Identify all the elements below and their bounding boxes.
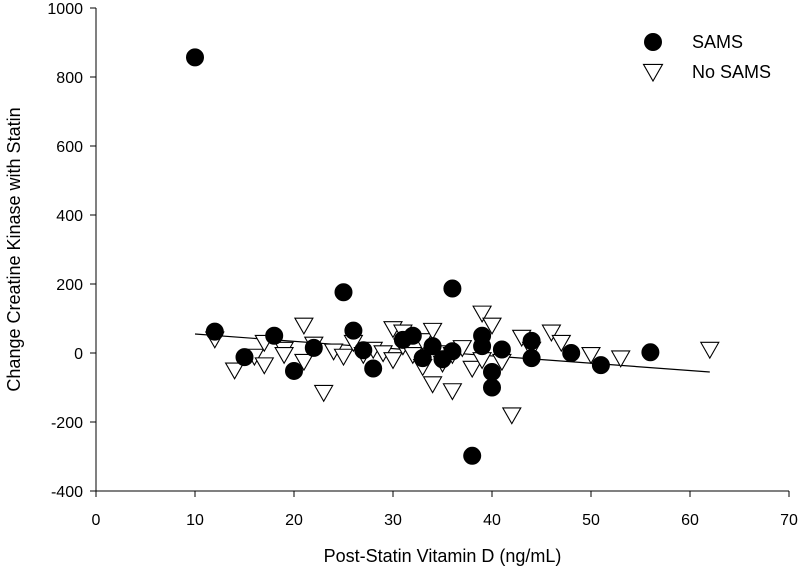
sams-point [413,349,432,368]
sams-point [186,48,204,67]
no-sams-point [224,362,245,380]
no-sams-point [482,317,502,336]
y-tick-label: -200 [51,415,83,432]
no-sams-point [699,341,720,360]
no-sams-point [383,352,403,370]
no-sams-point [610,350,631,368]
legend-marker-sams [644,33,662,51]
sams-point [443,279,462,298]
no-sams-point [274,346,295,365]
no-sams-point [333,348,354,367]
no-sams-point [442,383,463,401]
y-tick-label: 400 [56,208,83,225]
x-tick-label: 50 [582,512,600,529]
sams-point [492,340,511,359]
y-tick-label: 0 [74,346,83,363]
no-sams-point [293,353,314,372]
no-sams-point [541,324,562,342]
sams-point [334,283,353,302]
sams-point [522,331,541,350]
sams-point [354,341,373,360]
y-tick-label: 1000 [47,1,83,18]
x-tick-label: 30 [384,512,402,529]
sams-point [403,326,422,345]
y-axis-title: Change Creatine Kinase with Statin [4,107,24,391]
sams-point [463,446,482,465]
legend-marker-no-sams [642,63,664,83]
sams-point [522,349,541,368]
y-tick-label: 200 [56,277,83,294]
sams-point [483,378,501,397]
sams-point [344,321,363,340]
no-sams-point [254,357,275,375]
y-tick-label: 600 [56,139,83,156]
sams-point [364,359,383,378]
sams-point [304,338,323,357]
sams-point [265,326,284,345]
y-tick-label: -400 [51,484,83,501]
x-tick-label: 10 [186,512,204,529]
legend: SAMS No SAMS [642,32,771,83]
sams-point [591,356,610,375]
sams-point [483,362,501,381]
x-axis-title: Post-Statin Vitamin D (ng/mL) [324,546,562,566]
x-tick-label: 70 [780,512,798,529]
no-sams-point [293,317,314,336]
no-sams-point [422,322,443,341]
no-sams-point [581,346,601,365]
x-tick-label: 20 [285,512,303,529]
ticks: 0 10 20 30 40 50 60 70 -400 -200 0 200 400 600 800 1000 [47,1,798,529]
sams-point [285,361,303,380]
sams-point [443,342,462,361]
x-tick-label: 60 [681,512,699,529]
sams-point [641,343,660,362]
sams-point [423,337,442,356]
no-sams-point [313,384,334,403]
data-points [186,48,720,465]
no-sams-point [551,334,572,353]
axes [95,8,789,492]
sams-point [235,348,254,367]
no-sams-point [462,360,483,379]
y-tick-label: 800 [56,70,83,87]
sams-point [562,344,581,362]
no-sams-point [501,407,522,425]
no-sams-point [472,305,493,323]
legend-label: No SAMS [692,62,771,82]
no-sams-point [422,376,443,394]
sams-point [205,322,224,341]
sams-point [473,337,492,356]
x-tick-label: 40 [483,512,501,529]
x-tick-label: 0 [92,512,101,529]
legend-label: SAMS [692,32,743,52]
